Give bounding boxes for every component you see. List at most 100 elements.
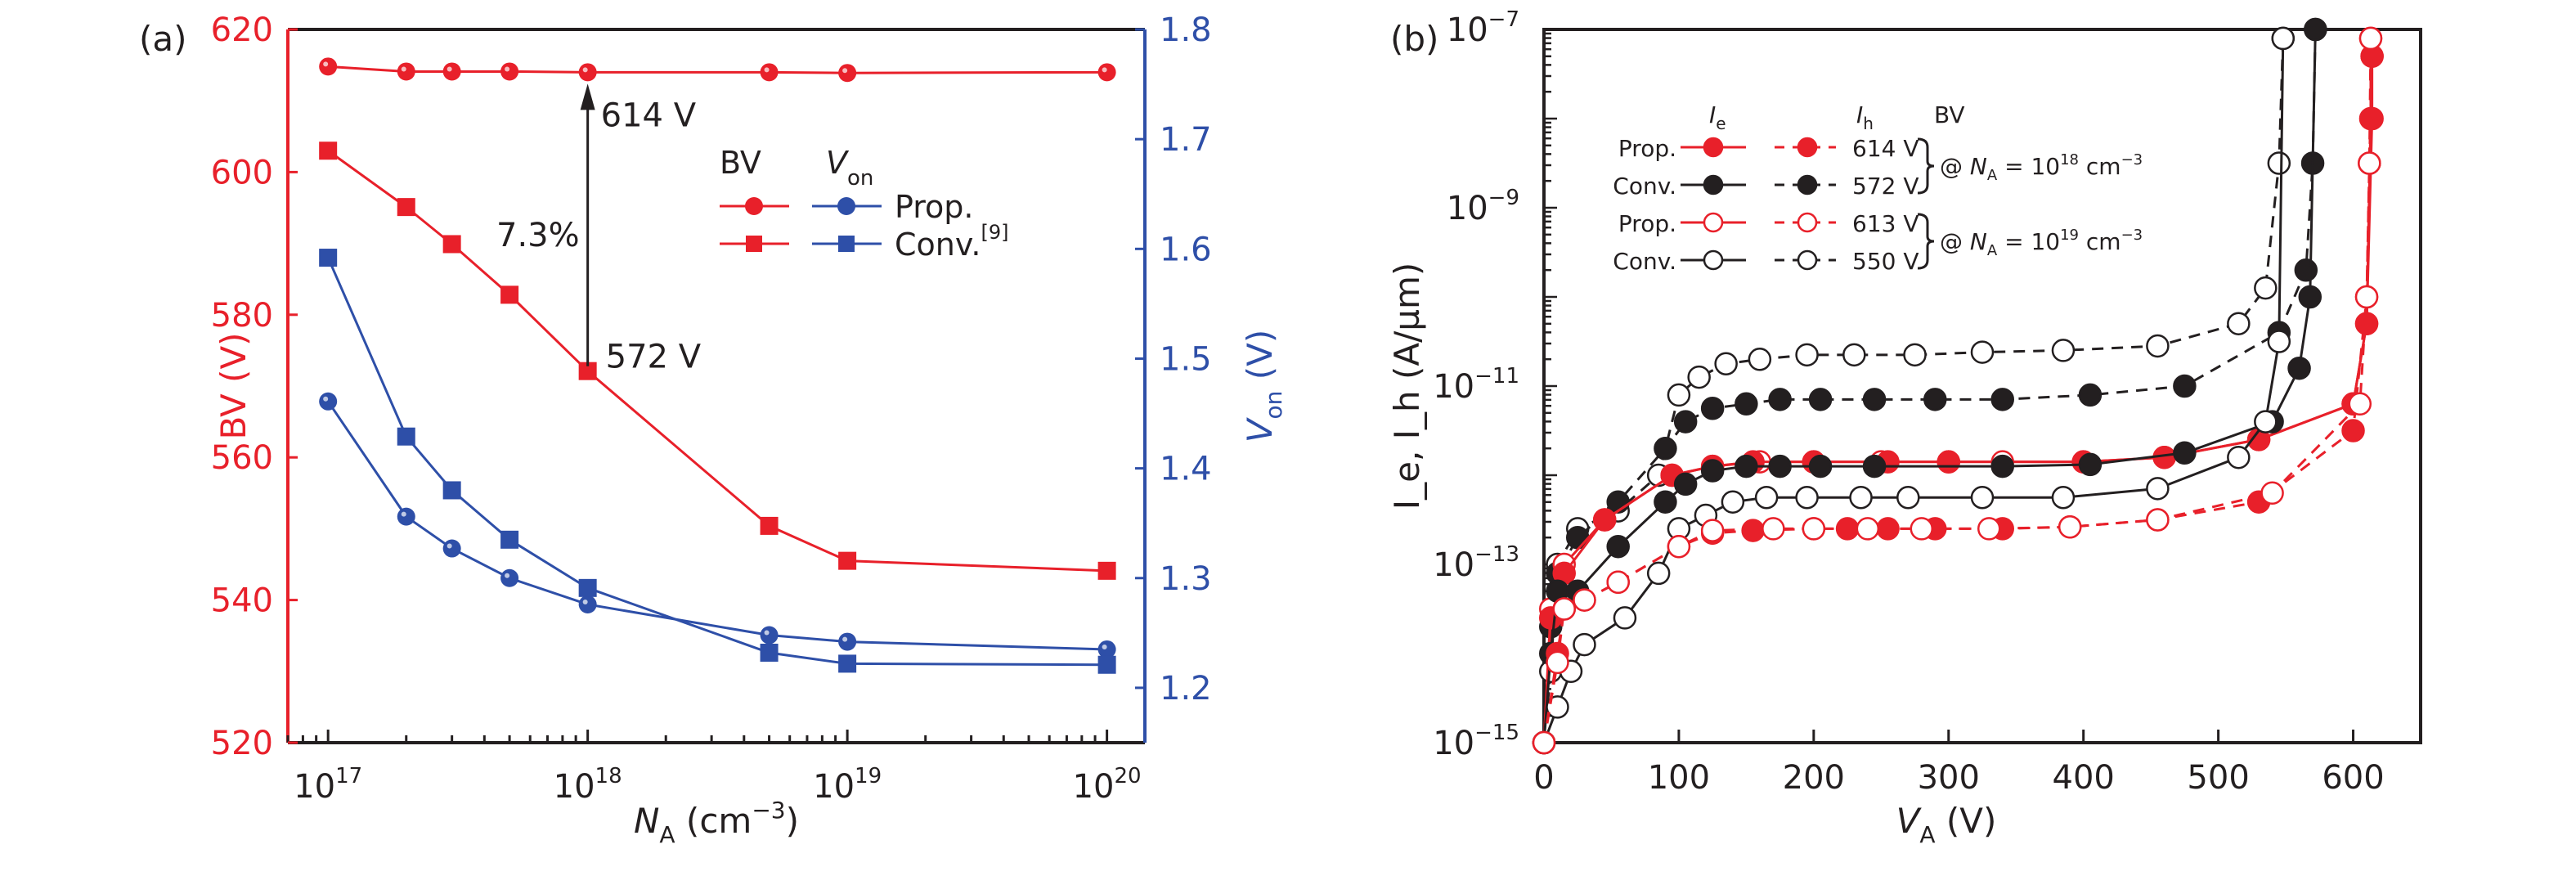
- a-y-right-title: Von (V): [1240, 330, 1287, 442]
- a-y-right-tick-label: 1.2: [1160, 670, 1212, 708]
- b-data-point: [1673, 472, 1698, 496]
- b-y-tick-label-exp: −15: [1474, 721, 1519, 745]
- b-data-point: [1936, 450, 1961, 474]
- a-y-right-main: V: [1240, 416, 1280, 442]
- a-point-highlight: [401, 66, 406, 72]
- b-data-point: [1654, 437, 1677, 460]
- legend-col-ie-sub: e: [1716, 114, 1726, 133]
- b-x-tick-label: 200: [1783, 759, 1845, 797]
- legend-group-1e19-exp: 19: [2060, 227, 2079, 244]
- a-y-right-tick-label: 1.6: [1160, 231, 1212, 268]
- b-data-point: [1546, 695, 1569, 719]
- a-y-left-tick-label: 520: [211, 725, 273, 762]
- b-data-point: [1700, 519, 1725, 542]
- a-x-tick-label-base: 10: [813, 768, 855, 806]
- b-data-point: [2341, 419, 2365, 442]
- legend-von-prop-marker: [837, 197, 855, 215]
- a-series-line: [326, 400, 1107, 651]
- a-x-tick-label-base: 10: [554, 768, 595, 806]
- b-data-point: [1856, 517, 1880, 541]
- legend-ih-marker: [1797, 174, 1818, 195]
- legend-row-label: Prop.: [1618, 135, 1676, 162]
- legend-ie-marker: [1703, 249, 1724, 271]
- legend-row-label: Conv.: [1613, 248, 1676, 275]
- b-data-point: [1768, 388, 1792, 411]
- a-data-point: [319, 142, 338, 160]
- b-y-tick-label: 10−11: [1433, 364, 1519, 406]
- b-x-tick-label: 100: [1648, 759, 1710, 797]
- legend-row-label: Conv.: [1613, 173, 1676, 200]
- b-data-point: [1862, 388, 1887, 411]
- a-data-point: [442, 539, 461, 558]
- b-x-unit: (V): [1936, 801, 1997, 841]
- b-data-point: [1862, 454, 1887, 478]
- a-series: [319, 57, 1116, 674]
- b-data-point: [1654, 490, 1677, 514]
- a-data-point: [578, 578, 597, 597]
- legend-bv-conv-marker: [746, 236, 762, 252]
- a-x-tick-label: 1019: [813, 764, 882, 806]
- b-data-point: [1970, 340, 1995, 364]
- a-y-left-tick-label: 560: [211, 439, 273, 477]
- b-data-point: [1754, 486, 1779, 510]
- b-data-point: [1795, 343, 1819, 367]
- b-data-point: [2146, 477, 2170, 501]
- a-data-point: [578, 595, 597, 613]
- b-data-point: [2173, 374, 2197, 398]
- b-data-point: [1613, 606, 1637, 630]
- a-data-point: [760, 516, 779, 535]
- b-series-7: [1532, 26, 2383, 755]
- a-x-main: N: [634, 801, 659, 841]
- b-x-tick-label: 500: [2187, 759, 2249, 797]
- b-data-point: [2358, 151, 2381, 175]
- a-y-left-tick-label: 600: [211, 154, 273, 191]
- b-data-point: [2173, 441, 2197, 465]
- a-point-highlight: [323, 396, 329, 402]
- a-series-0: [319, 57, 1116, 83]
- a-x-tick-label-base: 10: [1073, 768, 1115, 806]
- b-data-point: [1970, 486, 1995, 510]
- b-data-point: [2051, 486, 2076, 510]
- b-data-point: [2354, 285, 2379, 309]
- legend-group-1e18-mid: = 10: [1997, 153, 2060, 180]
- a-x-tick-label: 1018: [554, 764, 622, 806]
- a-y-right-sub: on: [1260, 391, 1287, 420]
- panel-label-b: (b): [1390, 19, 1438, 59]
- legend-col-ih-sub: h: [1863, 114, 1874, 133]
- a-data-point: [578, 362, 597, 380]
- legend-group-1e19-mid: = 10: [1997, 228, 2060, 255]
- b-x-main: V: [1896, 801, 1923, 841]
- b-y-tick-label: 10−15: [1433, 721, 1519, 762]
- a-y-right-unit: (V): [1240, 330, 1280, 391]
- a-data-point: [838, 64, 857, 83]
- legend-col-bv: BV: [720, 145, 761, 181]
- legend-group-1e18-unit_exp: −3: [2121, 151, 2143, 168]
- a-data-point: [1097, 63, 1116, 82]
- a-y-left-tick-label: 580: [211, 297, 273, 335]
- a-x-tick-label-exp: 20: [1115, 764, 1142, 788]
- a-data-point: [319, 57, 338, 76]
- a-data-point: [578, 63, 597, 82]
- legend-group-1e19: @ NA = 1019 cm−3: [1940, 227, 2143, 259]
- b-data-point: [1735, 392, 1758, 416]
- b-data-point: [1646, 561, 1671, 586]
- legend-bv-value: 572 V: [1852, 173, 1919, 200]
- legend-ih-marker: [1797, 212, 1818, 233]
- annotation-572v: 572 V: [606, 339, 702, 376]
- chart-a: (a) 1017 1018 1019 10205205405605806006201.…: [139, 11, 1287, 848]
- legend-group-1e19-unit: cm: [2079, 228, 2121, 255]
- b-data-point: [2227, 312, 2251, 335]
- b-data-point: [1842, 343, 1866, 367]
- a-x-unit: (cm: [675, 801, 752, 841]
- legend-group-1e18-prefix: @: [1940, 153, 1970, 180]
- a-data-point: [500, 530, 519, 549]
- b-data-point: [1606, 570, 1630, 595]
- b-x-tick-label: 0: [1533, 759, 1554, 797]
- b-data-point: [2254, 410, 2278, 434]
- b-data-point: [1673, 410, 1698, 434]
- legend-group-1e19-sub: A: [1987, 242, 1998, 259]
- b-data-point: [2078, 452, 2103, 477]
- a-point-highlight: [1102, 644, 1107, 649]
- legend-brace-1e19: [1917, 213, 1935, 270]
